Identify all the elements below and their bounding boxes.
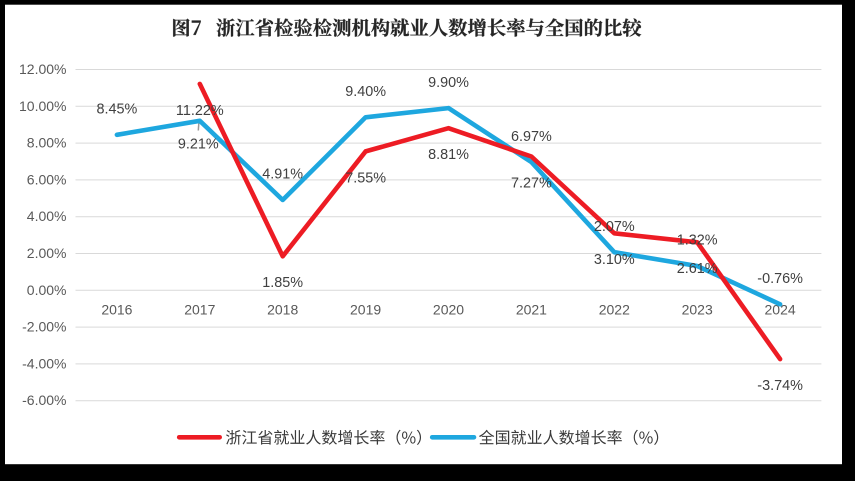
svg-text:-6.00%: -6.00% [22,392,66,408]
svg-text:9.21%: 9.21% [178,137,219,153]
svg-text:2020: 2020 [433,301,464,317]
svg-text:2.61%: 2.61% [677,261,718,277]
svg-text:7.27%: 7.27% [511,175,552,191]
svg-text:2016: 2016 [101,301,132,317]
svg-text:3.10%: 3.10% [594,252,635,268]
svg-text:2019: 2019 [350,301,381,317]
svg-text:9.90%: 9.90% [428,75,469,91]
svg-text:10.00%: 10.00% [19,98,66,114]
svg-text:7.55%: 7.55% [345,170,386,186]
svg-text:12.00%: 12.00% [19,61,66,77]
svg-text:2017: 2017 [184,301,215,317]
svg-text:2018: 2018 [267,301,298,317]
svg-text:8.45%: 8.45% [96,102,137,118]
svg-text:-2.00%: -2.00% [22,319,66,335]
svg-text:8.00%: 8.00% [27,135,67,151]
svg-text:-0.76%: -0.76% [757,271,803,287]
svg-text:-4.00%: -4.00% [22,355,66,371]
svg-text:0.00%: 0.00% [27,282,67,298]
svg-text:1.32%: 1.32% [677,233,718,249]
svg-text:2024: 2024 [765,301,796,317]
svg-text:6.97%: 6.97% [511,129,552,145]
svg-text:4.91%: 4.91% [262,167,303,183]
svg-text:8.81%: 8.81% [428,147,469,163]
svg-text:-3.74%: -3.74% [757,378,803,394]
svg-text:2023: 2023 [682,301,713,317]
svg-text:11.22%: 11.22% [176,103,224,119]
svg-text:1.85%: 1.85% [262,275,303,291]
svg-text:9.40%: 9.40% [345,84,386,100]
svg-text:2.07%: 2.07% [594,219,635,235]
svg-text:2021: 2021 [516,301,547,317]
svg-text:4.00%: 4.00% [27,208,67,224]
svg-text:2.00%: 2.00% [27,245,67,261]
svg-text:6.00%: 6.00% [27,171,67,187]
svg-text:2022: 2022 [599,301,630,317]
